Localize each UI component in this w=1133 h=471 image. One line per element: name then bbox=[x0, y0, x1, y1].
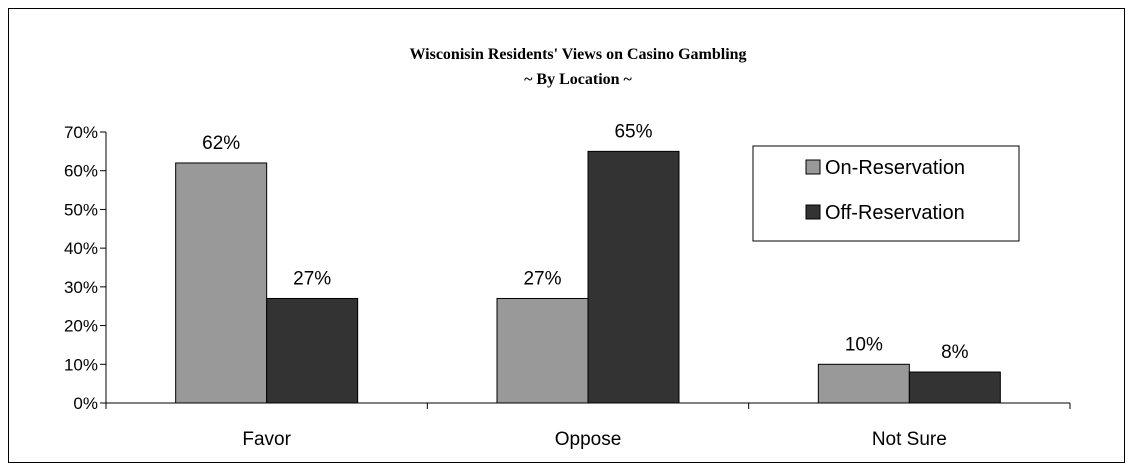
x-tick-label: Not Sure bbox=[872, 429, 947, 450]
y-tick-label: 0% bbox=[73, 394, 98, 413]
y-tick-label: 40% bbox=[64, 239, 98, 258]
bar-data-label: 10% bbox=[845, 334, 883, 355]
bar-data-label: 27% bbox=[523, 268, 561, 289]
legend-label: On-Reservation bbox=[825, 157, 965, 179]
y-tick-label: 20% bbox=[64, 317, 98, 336]
bar-data-label: 62% bbox=[202, 133, 240, 154]
y-tick-label: 60% bbox=[64, 162, 98, 181]
chart-subtitle: ~ By Location ~ bbox=[524, 71, 632, 88]
legend-label: Off-Reservation bbox=[825, 202, 965, 224]
bar-data-label: 8% bbox=[941, 342, 969, 363]
bar-data-label: 65% bbox=[614, 121, 652, 142]
y-tick-label: 30% bbox=[64, 278, 98, 297]
legend-swatch bbox=[805, 204, 821, 220]
legend: On-Reservation Off-Reservation bbox=[752, 145, 1020, 242]
bar bbox=[908, 371, 1001, 404]
legend-box bbox=[752, 145, 1020, 242]
bar bbox=[587, 150, 680, 404]
bar bbox=[496, 297, 589, 404]
bar bbox=[817, 363, 910, 404]
legend-swatch bbox=[805, 159, 821, 175]
chart-title: Wisconisin Residents' Views on Casino Ga… bbox=[409, 46, 746, 63]
y-tick-label: 10% bbox=[64, 355, 98, 374]
bars: 62% 27% 27% 65% 10% 8% bbox=[175, 121, 1001, 404]
y-tick-label: 70% bbox=[64, 123, 98, 142]
y-tick-label: 50% bbox=[64, 200, 98, 219]
x-tick-label: Favor bbox=[242, 429, 291, 450]
bar bbox=[175, 162, 268, 404]
bar-data-label: 27% bbox=[293, 268, 331, 289]
x-tick-label: Oppose bbox=[555, 429, 622, 450]
bar bbox=[266, 297, 359, 404]
